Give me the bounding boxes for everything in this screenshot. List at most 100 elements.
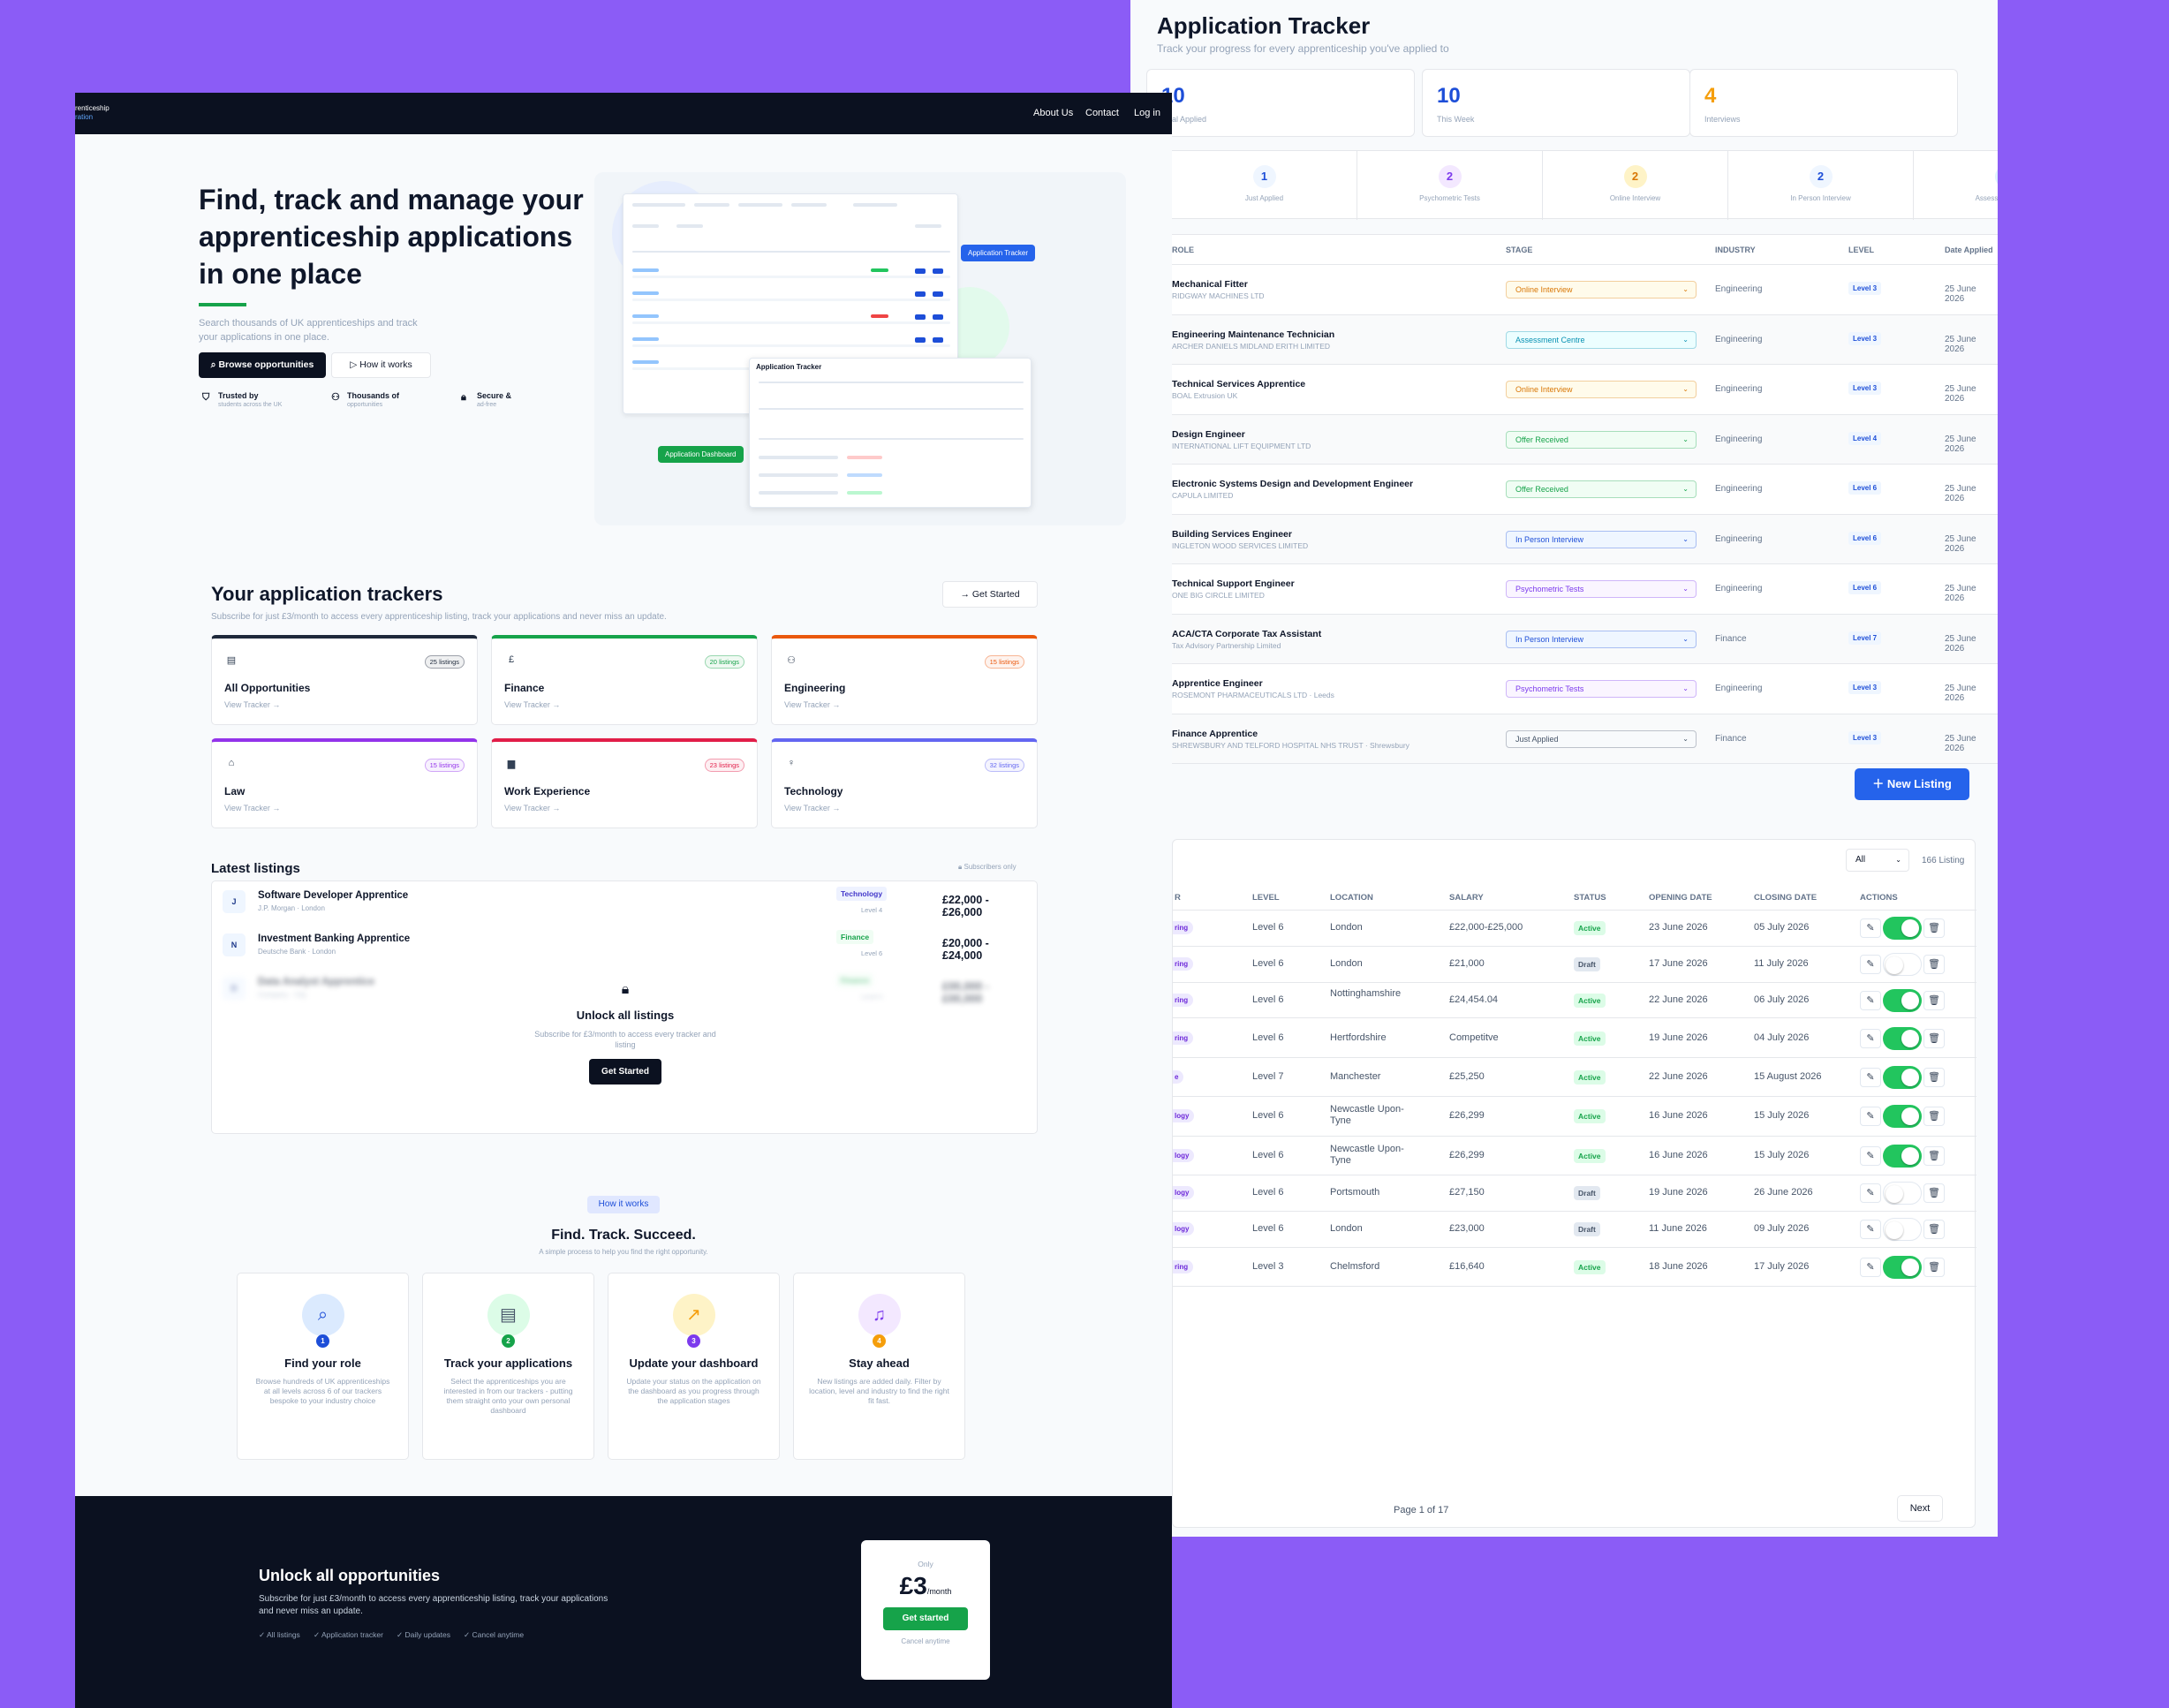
- next-page-button[interactable]: Next: [1897, 1495, 1943, 1522]
- salary-cell: £27,150: [1449, 1187, 1485, 1198]
- col-status: STATUS: [1574, 893, 1606, 903]
- nav-log-in[interactable]: Log in: [1134, 108, 1160, 118]
- view-tracker-link[interactable]: View Tracker →: [504, 700, 560, 709]
- edit-icon[interactable]: ✎: [1860, 955, 1881, 975]
- brand-logo[interactable]: renticeship ration: [75, 104, 110, 121]
- listing-item[interactable]: J Software Developer Apprentice J.P. Morga…: [223, 885, 1026, 922]
- trash-icon[interactable]: 🗑︎: [1923, 1257, 1945, 1277]
- stage-select[interactable]: In Person Interview ⌄: [1506, 630, 1697, 648]
- stage-select[interactable]: Offer Received ⌄: [1506, 480, 1697, 498]
- publish-toggle[interactable]: [1883, 1026, 1922, 1050]
- new-listing-button[interactable]: ＋ New Listing: [1855, 768, 1969, 800]
- trash-icon[interactable]: 🗑︎: [1923, 1107, 1945, 1127]
- publish-toggle[interactable]: [1883, 1182, 1922, 1205]
- closing-cell: 11 July 2026: [1754, 958, 1809, 970]
- col-date[interactable]: Date Applied: [1945, 246, 1993, 254]
- col-industry[interactable]: INDUSTRY: [1715, 246, 1756, 254]
- price-get-started-button[interactable]: Get started: [883, 1607, 968, 1630]
- table-row[interactable]: Building Services Engineer INGLETON WOOD …: [1172, 514, 1998, 564]
- stage-select[interactable]: In Person Interview ⌄: [1506, 530, 1697, 548]
- stage-label: Online Interview: [1609, 194, 1661, 202]
- trash-icon[interactable]: 🗑︎: [1923, 1028, 1945, 1048]
- stage-select[interactable]: Psychometric Tests ⌄: [1506, 680, 1697, 698]
- edit-icon[interactable]: ✎: [1860, 1028, 1881, 1048]
- tracker-card[interactable]: ⚇ 15 listings Engineering View Tracker →: [771, 635, 1038, 725]
- stage-item[interactable]: 1 Assessment Centre: [1914, 151, 1998, 220]
- table-row[interactable]: Technical Support Engineer ONE BIG CIRCLE…: [1172, 564, 1998, 615]
- stage-select[interactable]: Online Interview ⌄: [1506, 281, 1697, 299]
- view-tracker-link[interactable]: View Tracker →: [784, 700, 840, 709]
- trash-icon[interactable]: 🗑︎: [1923, 990, 1945, 1010]
- table-row[interactable]: Electronic Systems Design and Developmen…: [1172, 465, 1998, 515]
- date-applied: 25 June 2026: [1945, 633, 1976, 654]
- publish-toggle[interactable]: [1883, 1144, 1922, 1168]
- view-tracker-link[interactable]: View Tracker →: [224, 700, 280, 709]
- edit-icon[interactable]: ✎: [1860, 1183, 1881, 1204]
- tracker-card[interactable]: £20 listings Finance View Tracker →: [491, 635, 758, 725]
- table-row[interactable]: Mechanical Fitter RIDGWAY MACHINES LTD Onl…: [1172, 265, 1998, 315]
- status-badge: Active: [1574, 1259, 1606, 1274]
- edit-icon[interactable]: ✎: [1860, 1257, 1881, 1277]
- nav-about-us[interactable]: About Us: [1033, 108, 1074, 118]
- table-row[interactable]: Design Engineer INTERNATIONAL LIFT EQUIPM…: [1172, 414, 1998, 465]
- edit-icon[interactable]: ✎: [1860, 1067, 1881, 1087]
- table-row[interactable]: ACA/CTA Corporate Tax Assistant Tax Advis…: [1172, 614, 1998, 664]
- view-tracker-link[interactable]: View Tracker →: [784, 804, 840, 812]
- trash-icon[interactable]: 🗑︎: [1923, 1145, 1945, 1166]
- publish-toggle[interactable]: [1883, 953, 1922, 977]
- trash-icon[interactable]: 🗑︎: [1923, 1183, 1945, 1204]
- tracker-card[interactable]: ♀ 32 listings Technology View Tracker →: [771, 738, 1038, 828]
- edit-icon[interactable]: ✎: [1860, 918, 1881, 939]
- how-it-works-button[interactable]: ▷ How it works: [331, 352, 431, 378]
- edit-icon[interactable]: ✎: [1860, 1107, 1881, 1127]
- stage-item[interactable]: 2 In Person Interview: [1728, 151, 1914, 220]
- stage-item[interactable]: 1 Just Applied: [1172, 151, 1357, 220]
- stage-select[interactable]: Just Applied ⌄: [1506, 729, 1697, 748]
- salary-cell: £24,454.04: [1449, 994, 1499, 1005]
- edit-icon[interactable]: ✎: [1860, 1220, 1881, 1240]
- view-tracker-link[interactable]: View Tracker →: [504, 804, 560, 812]
- get-started-button[interactable]: → Get Started: [942, 581, 1038, 608]
- unlock-get-started-button[interactable]: Get Started: [589, 1059, 661, 1085]
- tracker-card[interactable]: ▤ 25 listings All Opportunities View Tracke…: [211, 635, 478, 725]
- publish-toggle[interactable]: [1883, 1255, 1922, 1279]
- stage-select[interactable]: Offer Received ⌄: [1506, 430, 1697, 449]
- subscribers-only-label: 🔒︎ Subscribers only: [958, 863, 1016, 871]
- table-row[interactable]: Finance Apprentice SHREWSBURY AND TELFORD…: [1172, 714, 1998, 764]
- nav-contact[interactable]: Contact: [1085, 108, 1119, 118]
- publish-toggle[interactable]: [1883, 917, 1922, 941]
- unlock-title: Unlock all listings: [576, 1009, 675, 1022]
- trash-icon[interactable]: 🗑︎: [1923, 1067, 1945, 1087]
- stage-select[interactable]: Psychometric Tests ⌄: [1506, 580, 1697, 598]
- location-cell: Newcastle Upon-Tyne: [1330, 1143, 1404, 1166]
- publish-toggle[interactable]: [1883, 988, 1922, 1012]
- stage-select[interactable]: Assessment Centre ⌄: [1506, 330, 1697, 349]
- col-role[interactable]: ROLE: [1172, 246, 1195, 254]
- company-name: ROSEMONT PHARMACEUTICALS LTD · Leeds: [1172, 691, 1334, 699]
- trash-icon[interactable]: 🗑︎: [1923, 1220, 1945, 1240]
- document-icon: ▤: [487, 1294, 530, 1336]
- tracker-card[interactable]: ▆ 23 listings Work Experience View Tracker …: [491, 738, 758, 828]
- view-tracker-link[interactable]: View Tracker →: [224, 804, 280, 812]
- opening-cell: 18 June 2026: [1649, 1260, 1708, 1272]
- listing-item[interactable]: N Investment Banking Apprentice Deutsche B…: [223, 928, 1026, 965]
- browse-opportunities-button[interactable]: ⌕ Browse opportunities: [199, 352, 326, 378]
- publish-toggle[interactable]: [1883, 1218, 1922, 1242]
- publish-toggle[interactable]: [1883, 1065, 1922, 1089]
- publish-toggle[interactable]: [1883, 1105, 1922, 1129]
- trash-icon[interactable]: 🗑︎: [1923, 918, 1945, 939]
- table-row[interactable]: Technical Services Apprentice BOAL Extrus…: [1172, 365, 1998, 415]
- table-row[interactable]: Engineering Maintenance Technician ARCHER…: [1172, 314, 1998, 365]
- table-row[interactable]: Apprentice Engineer ROSEMONT PHARMACEUTIC…: [1172, 664, 1998, 714]
- stage-item[interactable]: 2 Psychometric Tests: [1357, 151, 1543, 220]
- stage-select[interactable]: Online Interview ⌄: [1506, 381, 1697, 398]
- stage-item[interactable]: 2 Online Interview: [1543, 151, 1728, 220]
- trash-icon[interactable]: 🗑︎: [1923, 955, 1945, 975]
- col-stage[interactable]: STAGE: [1506, 246, 1533, 254]
- col-level[interactable]: LEVEL: [1848, 246, 1875, 254]
- edit-icon[interactable]: ✎: [1860, 990, 1881, 1010]
- tracker-card[interactable]: ⌂ 15 listings Law View Tracker →: [211, 738, 478, 828]
- stage-count: 2: [1809, 165, 1833, 188]
- edit-icon[interactable]: ✎: [1860, 1145, 1881, 1166]
- status-filter-select[interactable]: All ⌄: [1846, 849, 1909, 872]
